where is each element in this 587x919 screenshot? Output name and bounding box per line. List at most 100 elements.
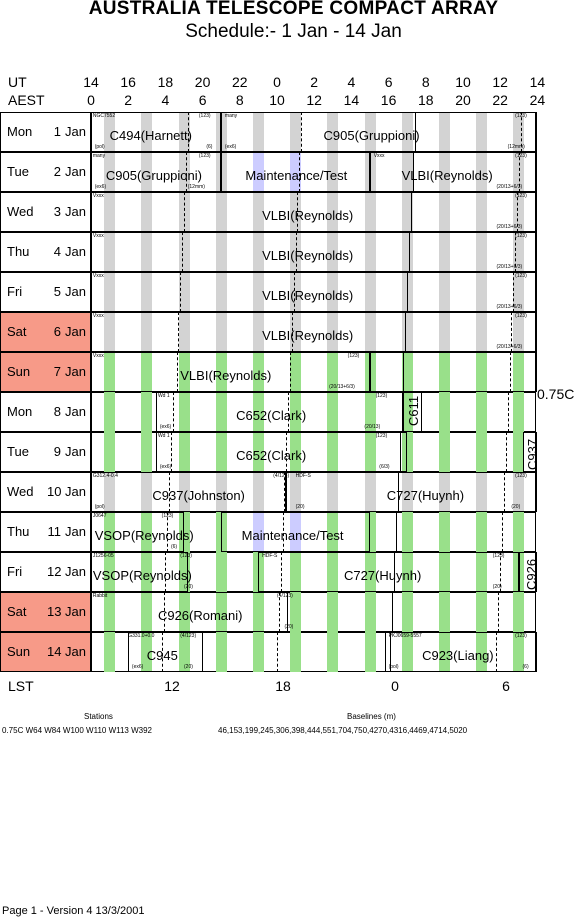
source-note: (4/123) [180,633,197,639]
hour-stripe [327,472,339,512]
hour-stripe [364,552,376,592]
hour-stripe [252,152,264,192]
source-note: NGC7552 [92,113,116,119]
lst-zero-line [412,152,414,192]
lst-marker-line [184,192,185,232]
hour-stripe [104,472,116,512]
day-cell: Wed 10 Jan [0,472,91,512]
day-name: Sun [7,644,31,659]
hour-stripe [178,552,190,592]
source-note: Wd 1 [157,433,170,439]
observation-block [91,192,538,232]
aest-tick: 4 [161,92,170,108]
hour-stripe [513,112,525,152]
project-label: C652(Clark) [236,448,307,463]
hour-stripe [178,352,190,392]
hour-stripe [364,472,376,512]
day-month: Jan [65,124,86,139]
schedule-row: C945 C923(Liang) G331.0+0.0 (4/123) PKJ0659-… [0,632,538,672]
hour-stripe [178,152,190,192]
day-date: 4 [53,244,61,259]
day-month: Jan [65,204,86,219]
hour-stripe [215,272,227,312]
lst-marker-line [176,352,178,392]
source-note: G331.0+0.0 [128,633,155,639]
hour-stripe [252,272,264,312]
schedule-row: C652(Clark) Wd 1 (123) (ex6) (6/3) C937 Tue 9 Ja… [0,432,540,472]
hour-stripe [178,232,190,272]
schedule-row: VLBI(Reynolds) Vxxx (123) (20/13+6/3) Sat 6 Ja… [0,312,538,352]
lst-zero-line [407,272,409,312]
source-note: HDF-S [295,473,311,479]
day-date: 3 [53,204,61,219]
aest-tick: 14 [343,92,360,108]
source-note: (123) [515,233,527,239]
day-date: 5 [53,284,61,299]
aest-tick: 6 [198,92,207,108]
lst-marker-line [170,432,172,472]
schedule-row: VSOP(Reynolds) Maintenance/Test J0647 (123)… [0,512,536,552]
aest-tick: 2 [124,92,133,108]
day-date: 9 [53,444,61,459]
hour-stripe [327,192,339,232]
schedule-row: VLBI(Reynolds) Vxxx (123) (20/13+6/3) Thu 4 Ja… [0,232,538,272]
hour-stripe [252,312,264,352]
hour-stripe [364,632,376,672]
source-note: (ex6) [159,464,172,470]
lst-marker-line [182,232,184,272]
hour-stripe [215,192,227,232]
hour-stripe [476,472,488,512]
hour-stripe [438,312,450,352]
hour-stripe [104,592,116,632]
hour-stripe [141,472,153,512]
day-month: Jan [65,284,86,299]
hour-stripe [364,592,376,632]
hour-stripe [290,192,302,232]
hour-stripe [178,472,190,512]
source-note: HDF-S [262,553,278,559]
hour-stripe [327,592,339,632]
hour-stripe [252,512,264,552]
source-note: (pol) [94,144,105,150]
hour-stripe [327,312,339,352]
source-note: (123) [180,553,192,559]
source-note: many [224,113,238,119]
lst-tick: 6 [502,678,510,694]
hour-stripe [438,352,450,392]
project-label: Maintenance/Test [245,168,348,183]
hour-stripe [364,512,376,552]
lst-zero-line [409,232,411,272]
page-subtitle: Schedule:- 1 Jan - 14 Jan [185,21,402,42]
observation-block [221,512,370,552]
observation-block [221,112,538,152]
hour-stripe [401,152,413,192]
source-note: (20) [184,584,193,590]
hour-stripe [215,632,227,672]
hour-stripe [438,552,450,592]
hour-stripe [141,232,153,272]
hour-stripe [178,112,190,152]
lst-marker-line [498,592,500,632]
hour-stripe [364,192,376,232]
hour-stripe [364,392,376,432]
hour-stripe [438,432,450,472]
lst-zero-line [414,112,416,152]
lst-marker-line [297,192,299,232]
hour-stripe [401,632,413,672]
day-date: 1 [53,124,61,139]
lst-marker-line [278,592,280,632]
lst-marker-line [496,632,498,672]
hour-stripe [476,272,488,312]
source-note: (123) [161,513,174,519]
hour-stripe [141,272,153,312]
observation-block [522,432,538,472]
observation-block [91,592,289,632]
hour-stripe [290,432,302,472]
hour-stripe [401,232,413,272]
source-note: (20/13+6/3) [496,304,523,310]
hour-stripe [141,312,153,352]
observation-block [403,392,423,432]
day-name: Thu [7,524,30,539]
lst-marker-line [169,472,171,512]
source-note: many [92,153,106,159]
